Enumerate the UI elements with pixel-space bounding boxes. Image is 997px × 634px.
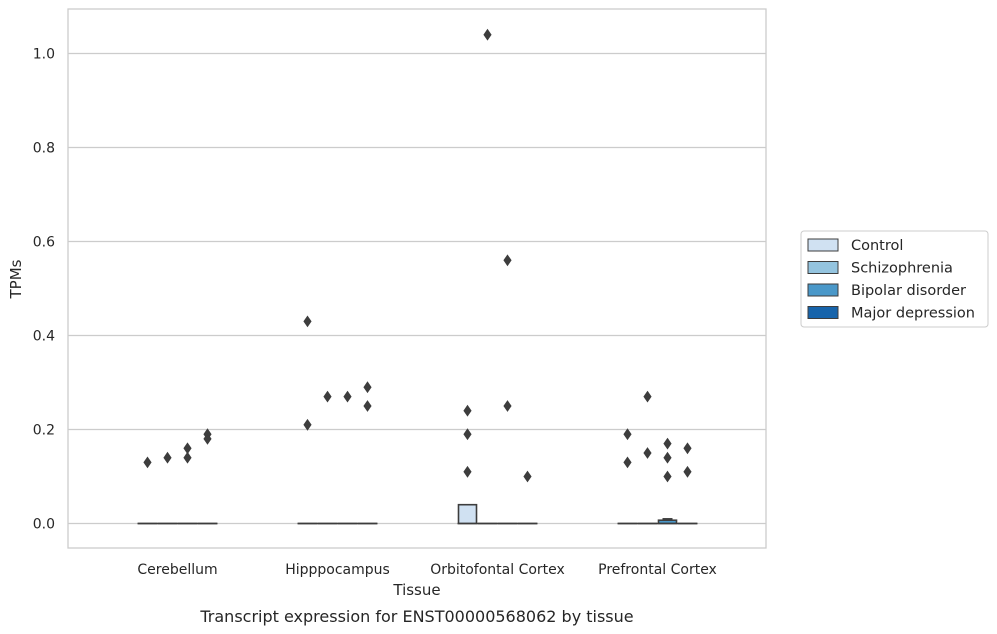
box-body <box>457 503 478 525</box>
x-tick-labels: Cerebellum Hipppocampus Orbitofontal Corte… <box>137 562 716 578</box>
box-series <box>137 503 698 525</box>
outlier-point <box>643 390 652 403</box>
y-axis-label: TPMs <box>7 259 25 299</box>
outlier-point <box>463 465 472 478</box>
outlier-point <box>683 442 692 455</box>
y-tick-label: 1.0 <box>33 47 55 63</box>
x-tick-label: Prefrontal Cortex <box>598 562 717 578</box>
legend-entry: Control <box>807 238 903 254</box>
outlier-point <box>523 470 532 483</box>
outlier-point <box>623 456 632 469</box>
legend-label: Major depression <box>851 306 975 322</box>
legend-swatch <box>807 238 839 252</box>
y-tick-label: 0.2 <box>33 423 55 439</box>
outlier-point <box>503 254 512 267</box>
outlier-point <box>303 418 312 431</box>
legend-label: Schizophrenia <box>851 261 953 277</box>
legend-entry: Major depression <box>807 306 975 322</box>
outlier-point <box>663 470 672 483</box>
legend: Control Schizophrenia Bipolar disorder Majo… <box>800 230 989 328</box>
outlier-point <box>643 447 652 459</box>
figure-caption: Transcript expression for ENST0000056806… <box>199 607 633 626</box>
x-tick-label: Hipppocampus <box>285 562 390 578</box>
outlier-point <box>623 428 632 441</box>
y-tick-label: 0.4 <box>33 329 55 345</box>
y-tick-labels: 0.0 0.2 0.4 0.6 0.8 1.0 <box>33 47 55 533</box>
legend-label: Bipolar disorder <box>851 283 966 299</box>
outlier-point <box>483 28 492 41</box>
y-tick-label: 0.6 <box>33 235 55 251</box>
plot-area-border <box>67 8 767 549</box>
legend-label: Control <box>851 238 903 254</box>
outlier-point <box>143 456 152 469</box>
box <box>657 518 678 525</box>
y-tick-label: 0.8 <box>33 141 55 157</box>
outlier-point <box>363 400 372 412</box>
outlier-point <box>503 400 512 412</box>
legend-swatch <box>807 306 839 319</box>
outlier-point <box>663 437 672 450</box>
y-tick-label: 0.0 <box>33 517 55 533</box>
legend-entries: Control Schizophrenia Bipolar disorder Majo… <box>807 238 975 322</box>
legend-entry: Schizophrenia <box>807 261 953 277</box>
x-tick-label: Orbitofontal Cortex <box>430 562 565 578</box>
outlier-point <box>323 390 332 403</box>
legend-frame <box>800 230 989 328</box>
x-axis-label: Tissue <box>392 581 440 599</box>
outlier-point <box>203 432 212 445</box>
outlier-point <box>163 451 172 464</box>
outlier-points <box>143 28 692 483</box>
box <box>457 503 478 525</box>
outlier-point <box>463 404 472 417</box>
legend-swatch <box>807 283 839 297</box>
outlier-point <box>343 390 352 403</box>
legend-swatch <box>807 261 839 274</box>
outlier-point <box>463 428 472 441</box>
legend-entry: Bipolar disorder <box>807 283 966 299</box>
outlier-point <box>183 451 192 464</box>
outlier-point <box>363 381 372 394</box>
plot-area-background <box>68 9 766 548</box>
outlier-point <box>303 315 312 328</box>
outlier-point <box>663 451 672 464</box>
x-tick-label: Cerebellum <box>137 562 217 578</box>
outlier-point <box>683 465 692 478</box>
